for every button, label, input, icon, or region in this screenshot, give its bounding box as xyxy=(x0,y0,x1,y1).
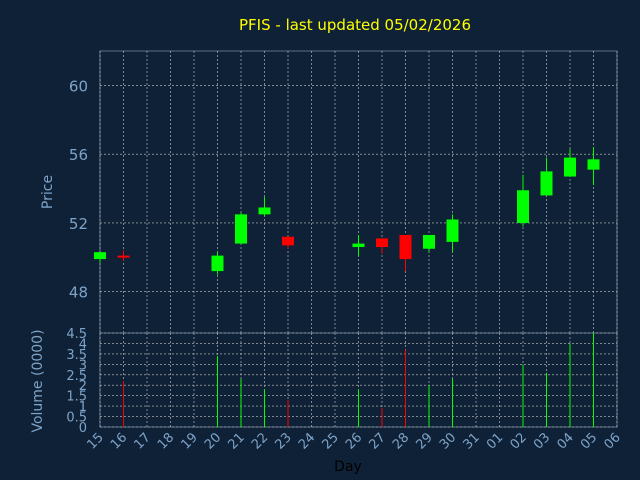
volume-tick-label: 4 xyxy=(79,337,87,352)
price-panel: 48 52 56 60 xyxy=(69,50,618,334)
price-tick-label: 48 xyxy=(69,284,88,302)
x-tick-label: 17 xyxy=(132,430,154,452)
volume-tick-label: 3 xyxy=(79,358,87,373)
volume-tick-label: 0 xyxy=(79,421,87,436)
x-tick-label: 19 xyxy=(179,430,201,452)
volume-tick-label: 4.5 xyxy=(66,327,87,342)
candle-body xyxy=(235,214,247,244)
price-tick-label: 60 xyxy=(69,77,88,95)
price-tick-label: 56 xyxy=(69,146,88,164)
volume-tick-label: 0.5 xyxy=(66,411,87,426)
x-tick-label: 02 xyxy=(508,430,530,452)
volume-tick-label: 2 xyxy=(79,379,87,394)
x-tick-label: 23 xyxy=(273,430,295,452)
candle-body xyxy=(587,159,600,170)
x-tick-label: 21 xyxy=(226,430,248,452)
x-axis: 15 16 17 18 19 20 21 22 23 24 25 26 27 28 29 30 31 01 02 03… xyxy=(85,430,624,452)
candle-body xyxy=(282,236,294,246)
volume-axis-label: Volume (0000) xyxy=(30,329,46,432)
price-axis-label: Price xyxy=(40,175,56,209)
x-tick-label: 25 xyxy=(320,430,342,452)
candle-body xyxy=(399,234,412,260)
volume-panel: 00.511.522.533.544.5 xyxy=(66,327,618,436)
x-tick-label: 03 xyxy=(531,430,553,452)
candle-body xyxy=(564,157,576,177)
x-tick-label: 04 xyxy=(555,430,577,452)
x-tick-label: 18 xyxy=(155,430,177,452)
candle-body xyxy=(517,190,529,223)
x-tick-label: 01 xyxy=(484,430,506,452)
x-tick-label: 28 xyxy=(390,430,412,452)
x-tick-label: 31 xyxy=(461,430,483,452)
x-tick-label: 27 xyxy=(367,430,389,452)
x-tick-label: 22 xyxy=(249,430,271,452)
candle-body xyxy=(94,252,106,260)
volume-tick-label: 3.5 xyxy=(66,348,87,363)
price-tick-label: 52 xyxy=(69,215,88,233)
candle-body xyxy=(423,234,435,249)
candle-body xyxy=(258,207,271,215)
x-tick-label: 16 xyxy=(108,430,130,452)
candle-body xyxy=(446,219,459,242)
candle-body xyxy=(117,255,130,258)
candle-body xyxy=(376,238,388,248)
x-tick-label: 26 xyxy=(343,430,365,452)
x-axis-label: Day xyxy=(334,459,362,475)
candle-body xyxy=(352,243,365,248)
volume-tick-label: 1.5 xyxy=(66,390,87,405)
volume-tick-label: 1 xyxy=(79,400,87,415)
x-tick-label: 05 xyxy=(578,430,600,452)
x-tick-label: 15 xyxy=(85,430,107,452)
x-tick-label: 06 xyxy=(602,430,624,452)
x-tick-label: 20 xyxy=(202,430,224,452)
x-tick-label: 29 xyxy=(414,430,436,452)
candle-body xyxy=(211,255,224,272)
chart-title: PFIS - last updated 05/02/2026 xyxy=(239,16,471,34)
volume-tick-label: 2.5 xyxy=(66,369,87,384)
x-tick-label: 30 xyxy=(437,430,459,452)
candle-body xyxy=(540,171,553,196)
x-tick-label: 24 xyxy=(296,430,318,452)
